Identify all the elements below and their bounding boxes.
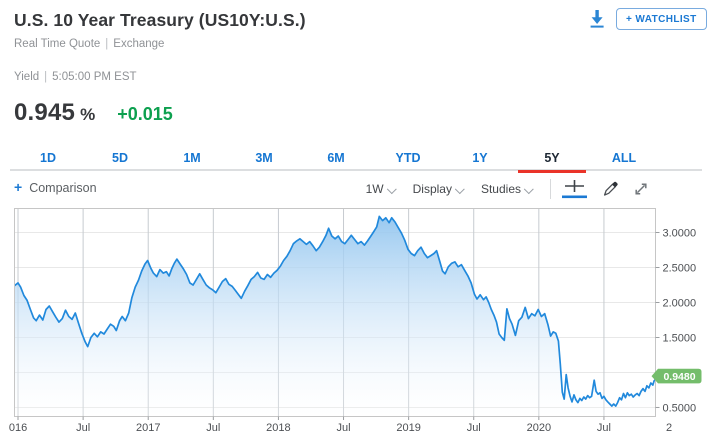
price-unit: % [80,105,96,124]
x-axis-label: 2020 [527,422,551,434]
add-watchlist-button[interactable]: + WATCHLIST [616,8,707,30]
range-tab-5y[interactable]: 5Y [516,147,588,173]
interval-dropdown[interactable]: 1W [365,182,397,196]
exchange-link[interactable]: Exchange [113,38,165,50]
separator: | [105,38,109,50]
x-axis-label: 016 [9,422,27,434]
crosshair-tool-button[interactable] [561,178,588,200]
header-actions: + WATCHLIST [586,7,707,31]
x-axis-label: Jul [597,422,611,434]
x-axis-label: Jul [336,422,350,434]
range-tab-label: ALL [611,151,637,165]
separator: | [44,71,48,83]
range-tab-label: 1M [183,151,201,165]
range-tab-5d[interactable]: 5D [84,147,156,170]
pencil-icon [603,181,618,196]
range-tab-label: 5D [112,151,128,165]
chevron-down-icon [386,183,397,194]
range-tab-ytd[interactable]: YTD [372,147,444,170]
interval-value: 1W [365,182,384,196]
toolbar-divider [550,179,551,199]
range-tab-label: 5Y [544,151,560,165]
range-tab-label: YTD [395,151,421,165]
y-axis-label: 1.5000 [663,332,697,344]
plus-icon: + [14,179,23,195]
chart-tools: 1W Display Studies [366,176,662,202]
last-price: 0.945 [14,99,76,126]
range-tab-1m[interactable]: 1M [156,147,228,170]
price-row: 0.945 % +0.015 [14,99,173,127]
x-axis-label: Jul [206,422,220,434]
x-axis-label: Jul [467,422,481,434]
crosshair-icon [562,180,587,199]
range-tab-label: 6M [327,151,345,165]
range-tab-1y[interactable]: 1Y [444,147,516,170]
x-axis-label: 2018 [266,422,290,434]
quote-timestamp: 5:05:00 PM EST [52,71,137,83]
last-price-badge: 0.9480 [651,368,702,384]
y-axis-label: 2.5000 [663,262,697,274]
y-axis-label: 0.5000 [663,402,697,414]
field-label: Yield [14,71,40,83]
y-axis-label: 2.0000 [663,297,697,309]
x-axis-label: 2019 [396,422,420,434]
comparison-label: Comparison [29,181,97,195]
draw-tool-button[interactable] [600,179,620,199]
quote-meta: Yield | 5:05:00 PM EST [14,71,137,83]
chevron-down-icon [523,183,534,194]
range-tabs: 1D 5D 1M 3M 6M YTD 1Y 5Y ALL [12,147,660,173]
x-axis-label: 2017 [136,422,160,434]
yield-area-series [14,216,656,417]
display-dropdown[interactable]: Display [412,182,465,196]
x-axis-label: 2 [666,422,672,434]
quote-source-left: Real Time Quote [14,38,101,50]
range-tab-6m[interactable]: 6M [300,147,372,170]
range-tab-label: 1D [40,151,56,165]
price-change: +0.015 [117,104,173,124]
fullscreen-button[interactable] [632,180,650,198]
chevron-down-icon [454,183,465,194]
studies-label: Studies [480,182,521,196]
range-tab-label: 1Y [472,151,488,165]
range-tab-all[interactable]: ALL [588,147,660,170]
x-axis-label: Jul [76,422,90,434]
comparison-button[interactable]: + Comparison [14,179,97,195]
last-price-badge-label: 0.9480 [663,371,695,383]
tabs-divider [10,169,702,171]
y-axis-label: 3.0000 [663,227,697,239]
range-tab-1d[interactable]: 1D [12,147,84,170]
active-tab-underline [518,170,586,173]
download-icon[interactable] [586,7,608,31]
range-tab-label: 3M [255,151,273,165]
chart-toolbar: + Comparison 1W Display Studies [0,176,710,202]
studies-dropdown[interactable]: Studies [480,182,534,196]
page-title: U.S. 10 Year Treasury (US10Y:U.S.) [14,10,306,30]
yield-line-series [14,215,656,407]
expand-icon [635,183,647,195]
quote-source: Real Time Quote | Exchange [14,38,164,50]
display-label: Display [412,182,452,196]
range-tab-3m[interactable]: 3M [228,147,300,170]
